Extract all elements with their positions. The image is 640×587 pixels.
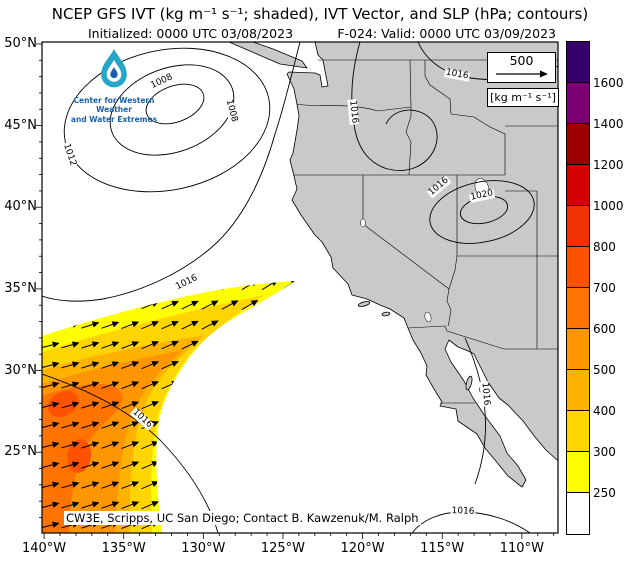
salton-sea: [424, 311, 432, 323]
colorbar-segment: [567, 329, 589, 370]
slp-contour-low-inner: [145, 83, 205, 125]
lon-tick-label: 110°W: [499, 541, 544, 556]
state-borders: [294, 59, 558, 404]
gulf-island: [465, 375, 473, 391]
slp-contour-label: 1016: [450, 506, 476, 517]
lon-tick-label: 130°W: [181, 541, 226, 556]
lat-tick-label: 25°N: [4, 444, 37, 460]
initialization-time: Initialized: 0000 UTC 03/08/2023: [88, 26, 294, 41]
channel-island: [381, 311, 391, 317]
subtitle-row: Initialized: 0000 UTC 03/08/2023 F-024: …: [88, 26, 556, 41]
colorbar-tick-label: 600: [593, 322, 616, 336]
colorbar-segment: [567, 165, 589, 206]
colorbar-segment: [567, 411, 589, 452]
cw3e-logo-text: Center for Western Weather and Water Ext…: [58, 96, 170, 124]
slp-contour-label: 1016: [479, 381, 492, 407]
cw3e-logo-icon: [101, 48, 127, 88]
lat-tick-label: 30°N: [4, 362, 37, 378]
vector-reference-value: 500: [509, 53, 534, 68]
slp-contour-1012: [63, 47, 271, 193]
vancouver-island: [228, 42, 308, 69]
ivt-units-label: [kg m⁻¹ s⁻¹]: [487, 88, 559, 107]
colorbar-segment: [567, 452, 589, 493]
colorbar-segment: [567, 124, 589, 165]
figure-title: NCEP GFS IVT (kg m⁻¹ s⁻¹; shaded), IVT V…: [51, 5, 589, 23]
lon-tick-label: 135°W: [101, 541, 146, 556]
channel-island: [357, 301, 371, 307]
ivt-shading-600: [42, 383, 123, 533]
vector-reference-legend: 500: [487, 52, 556, 83]
lon-tick-label: 140°W: [21, 541, 67, 556]
colorbar-segment: [567, 288, 589, 329]
colorbar-tick-label: 500: [593, 363, 616, 377]
colorbar-tick-label: 1000: [593, 199, 624, 213]
lon-tick-label: 125°W: [260, 541, 306, 556]
credit-line: CW3E, Scripps, UC San Diego; Contact B. …: [64, 511, 421, 525]
lat-tick-label: 40°N: [4, 199, 37, 215]
lat-tick-label: 35°N: [4, 280, 37, 296]
cw3e-logo-line2: and Water Extremes: [70, 114, 158, 124]
colorbar-tick-label: 1200: [593, 158, 624, 172]
colorbar-tick-label: 250: [593, 486, 616, 500]
colorbar-segment: [567, 83, 589, 124]
colorbar-segment: [567, 493, 589, 534]
colorbar-segment: [567, 247, 589, 288]
colorbar-tick-label: 1400: [593, 117, 624, 131]
slp-contour-1016: [42, 42, 301, 302]
map-frame: [41, 41, 559, 534]
lon-tick-label: 115°W: [420, 541, 465, 556]
slp-contour-1016: [429, 180, 535, 244]
slp-contour-1016: [464, 337, 486, 485]
colorbar-tick-label: 1600: [593, 76, 624, 90]
valid-time: F-024: Valid: 0000 UTC 03/09/2023: [337, 26, 556, 41]
colorbar-segment: [567, 206, 589, 247]
ivt-core-800: [47, 390, 79, 418]
colorbar: [566, 41, 590, 535]
colorbar-tick-label: 400: [593, 404, 616, 418]
slp-contour-1008: [109, 64, 235, 156]
colorbar-tick-label: 800: [593, 240, 616, 254]
colorbar-segment: [567, 42, 589, 83]
lat-tick-label: 50°N: [4, 35, 37, 51]
cw3e-logo: Center for Western Weather and Water Ext…: [58, 47, 170, 124]
vector-reference-arrow: [495, 70, 548, 78]
colorbar-tick-label: 300: [593, 445, 616, 459]
slp-contour-label: 1016: [347, 99, 360, 125]
cw3e-logo-line1: Center for Western Weather: [73, 96, 155, 115]
colorbar-segment: [567, 370, 589, 411]
lake-tahoe: [360, 218, 366, 228]
slp-contour-1016: [42, 373, 219, 533]
colorbar-tick-label: 700: [593, 281, 616, 295]
lon-tick-label: 120°W: [340, 541, 385, 556]
lat-tick-label: 45°N: [4, 117, 37, 133]
